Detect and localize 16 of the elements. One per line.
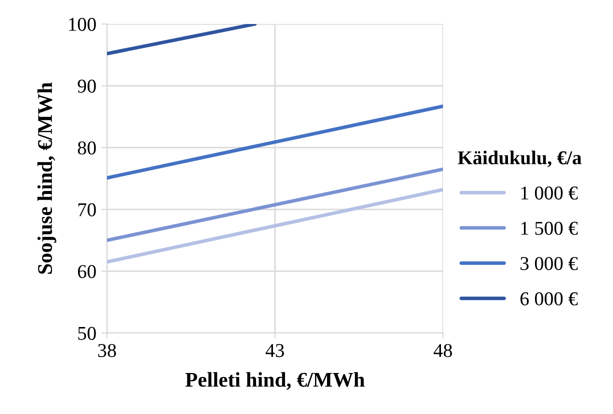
y-tick-label: 100 [69, 18, 96, 31]
y-tick-label: 60 [78, 265, 96, 278]
legend-label: 6 000 € [520, 292, 578, 306]
y-tick-label: 90 [78, 80, 96, 93]
y-axis-title: Soojuse hind, €/MWh [37, 82, 56, 274]
legend-label: 1 500 € [521, 222, 578, 235]
y-tick-label: 70 [78, 203, 96, 216]
legend-title: Käidukulu, €/a [458, 150, 582, 168]
legend-label: 1 000 € [521, 186, 578, 200]
legend-label: 3 000 € [520, 256, 578, 270]
y-tick-label: 50 [78, 326, 96, 340]
x-tick-label: 48 [434, 344, 452, 358]
x-tick-label: 43 [266, 344, 284, 358]
x-tick-label: 38 [98, 344, 116, 358]
x-axis-title: Pelleti hind, €/MWh [185, 372, 365, 390]
y-tick-label: 80 [78, 141, 96, 155]
